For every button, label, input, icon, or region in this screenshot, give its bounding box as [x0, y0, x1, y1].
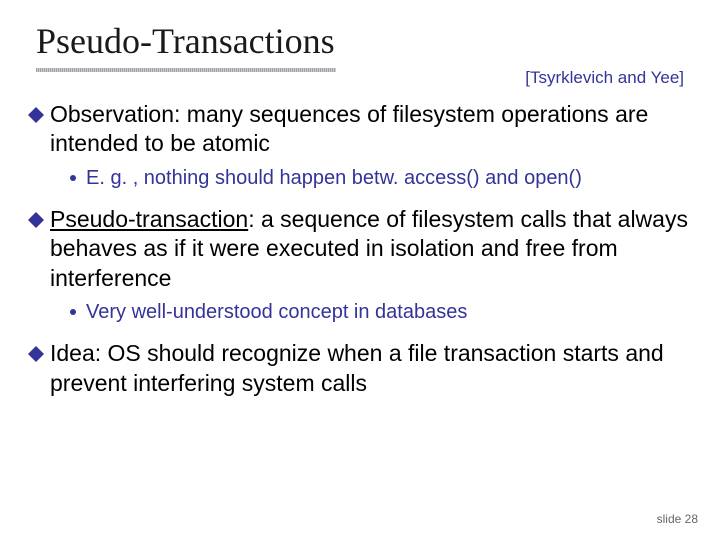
bullet-prefix: Observation	[50, 101, 174, 127]
diamond-icon	[28, 107, 44, 123]
slide-content: Observation: many sequences of filesyste…	[28, 100, 692, 398]
slide-title: Pseudo-Transactions	[28, 20, 692, 62]
bullet-prefix: Idea	[50, 340, 95, 366]
bullet-text: E. g. , nothing should happen betw. acce…	[86, 165, 582, 191]
slide: Pseudo-Transactions [Tsyrklevich and Yee…	[0, 0, 720, 540]
bullet-level-1: Pseudo-transaction: a sequence of filesy…	[28, 205, 692, 293]
bullet-level-2: E. g. , nothing should happen betw. acce…	[70, 165, 692, 191]
bullet-text: Idea: OS should recognize when a file tr…	[50, 339, 692, 398]
bullet-prefix: Pseudo-transaction	[50, 206, 248, 232]
bullet-text: Very well-understood concept in database…	[86, 299, 467, 325]
bullet-text: Pseudo-transaction: a sequence of filesy…	[50, 205, 692, 293]
diamond-icon	[28, 346, 44, 362]
bullet-text: Observation: many sequences of filesyste…	[50, 100, 692, 159]
slide-number: slide 28	[657, 512, 698, 526]
bullet-level-2: Very well-understood concept in database…	[70, 299, 692, 325]
bullet-dot-icon	[70, 309, 76, 315]
diamond-icon	[28, 212, 44, 228]
citation: [Tsyrklevich and Yee]	[525, 68, 684, 88]
bullet-dot-icon	[70, 175, 76, 181]
bullet-level-1: Idea: OS should recognize when a file tr…	[28, 339, 692, 398]
bullet-rest: : OS should recognize when a file transa…	[50, 340, 664, 395]
bullet-level-1: Observation: many sequences of filesyste…	[28, 100, 692, 159]
